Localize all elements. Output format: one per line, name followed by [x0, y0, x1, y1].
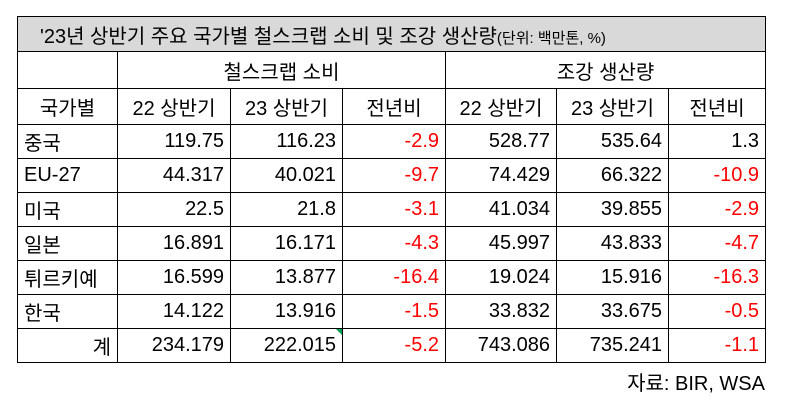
data-row: 일본 16.891 16.171 -4.3 45.997 43.833 -4.7 — [17, 226, 767, 261]
value-cell: -1.5 — [342, 294, 446, 329]
header-row: 국가별 22 상반기 23 상반기 전년비 22 상반기 23 상반기 전년비 — [17, 88, 767, 125]
value-cell: -1.1 — [667, 328, 767, 363]
value-cell: 116.23 — [230, 124, 343, 159]
data-row: EU-27 44.317 40.021 -9.7 74.429 66.322 -10.9 — [17, 158, 767, 193]
row-label: 중국 — [17, 124, 118, 159]
data-row: 한국 14.122 13.916 -1.5 33.832 33.675 -0.5 — [17, 294, 767, 329]
title: '23년 상반기 주요 국가별 철스크랩 소비 및 조강 생산량 — [40, 25, 497, 48]
data-row: 미국 22.5 21.8 -3.1 41.034 39.855 -2.9 — [17, 192, 767, 227]
group-header: 조강 생산량 — [444, 51, 767, 89]
value-cell: 119.75 — [117, 124, 231, 159]
value-cell: -4.7 — [667, 226, 767, 261]
value-cell: 15.916 — [556, 260, 669, 295]
column-header: 국가별 — [17, 88, 118, 125]
value-cell: 735.241 — [556, 328, 669, 363]
value-cell: 22.5 — [117, 192, 231, 227]
value-cell: 33.675 — [556, 294, 669, 329]
empty-cell — [17, 51, 118, 89]
value-cell: 743.086 — [445, 328, 557, 363]
value-cell: 16.599 — [117, 260, 231, 295]
value-cell: 1.3 — [667, 124, 767, 159]
title-row: '23년 상반기 주요 국가별 철스크랩 소비 및 조강 생산량(단위: 백만톤… — [16, 16, 767, 52]
comment-marker — [336, 329, 342, 335]
value-cell: 222.015 — [230, 328, 343, 363]
value-cell: 40.021 — [230, 158, 343, 193]
unit-note: (단위: 백만톤, %) — [496, 29, 606, 47]
value-cell: 45.997 — [445, 226, 557, 261]
title-cell: '23년 상반기 주요 국가별 철스크랩 소비 및 조강 생산량(단위: 백만톤… — [16, 16, 767, 52]
value-cell: -9.7 — [342, 158, 446, 193]
row-label: 미국 — [17, 192, 118, 227]
row-label: 한국 — [17, 294, 118, 329]
value-cell: 13.877 — [230, 260, 343, 295]
value-cell: 66.322 — [556, 158, 669, 193]
value-cell: 33.832 — [445, 294, 557, 329]
table-body: '23년 상반기 주요 국가별 철스크랩 소비 및 조강 생산량(단위: 백만톤… — [16, 16, 767, 363]
value-cell: -16.4 — [342, 260, 446, 295]
column-header: 전년비 — [667, 88, 767, 125]
value-cell: 535.64 — [556, 124, 669, 159]
column-header: 23 상반기 — [230, 88, 343, 125]
group-header: 철스크랩 소비 — [117, 51, 446, 89]
column-header: 전년비 — [342, 88, 446, 125]
value-cell: 19.024 — [445, 260, 557, 295]
value-cell: 41.034 — [445, 192, 557, 227]
data-row: 계 234.179 222.015 -5.2 743.086 735.241 -1.1 — [17, 328, 767, 363]
value-cell: 74.429 — [445, 158, 557, 193]
data-table: '23년 상반기 주요 국가별 철스크랩 소비 및 조강 생산량(단위: 백만톤… — [16, 16, 767, 363]
value-cell: -0.5 — [667, 294, 767, 329]
value-cell: 234.179 — [117, 328, 231, 363]
row-label: 계 — [17, 328, 118, 363]
value-cell: -10.9 — [667, 158, 767, 193]
column-header: 23 상반기 — [556, 88, 669, 125]
value-cell: 39.855 — [556, 192, 669, 227]
value-cell: -16.3 — [667, 260, 767, 295]
value-cell: 528.77 — [445, 124, 557, 159]
value-cell: 44.317 — [117, 158, 231, 193]
column-header: 22 상반기 — [117, 88, 231, 125]
row-label: 일본 — [17, 226, 118, 261]
value-cell: 14.122 — [117, 294, 231, 329]
value-cell: -3.1 — [342, 192, 446, 227]
value-cell: -4.3 — [342, 226, 446, 261]
data-row: 중국 119.75 116.23 -2.9 528.77 535.64 1.3 — [17, 124, 767, 159]
value-cell: 16.891 — [117, 226, 231, 261]
row-label: 튀르키예 — [17, 260, 118, 295]
column-header: 22 상반기 — [445, 88, 557, 125]
value-cell: 13.916 — [230, 294, 343, 329]
group-row: 철스크랩 소비 조강 생산량 — [17, 51, 767, 89]
value-cell: 21.8 — [230, 192, 343, 227]
row-label: EU-27 — [17, 158, 118, 193]
value-cell: -2.9 — [342, 124, 446, 159]
value-cell: 43.833 — [556, 226, 669, 261]
data-row: 튀르키예 16.599 13.877 -16.4 19.024 15.916 -16.3 — [17, 260, 767, 295]
value-cell: -2.9 — [667, 192, 767, 227]
value-cell: 16.171 — [230, 226, 343, 261]
source-note: 자료: BIR, WSA — [627, 373, 765, 395]
value-cell: -5.2 — [342, 328, 446, 363]
